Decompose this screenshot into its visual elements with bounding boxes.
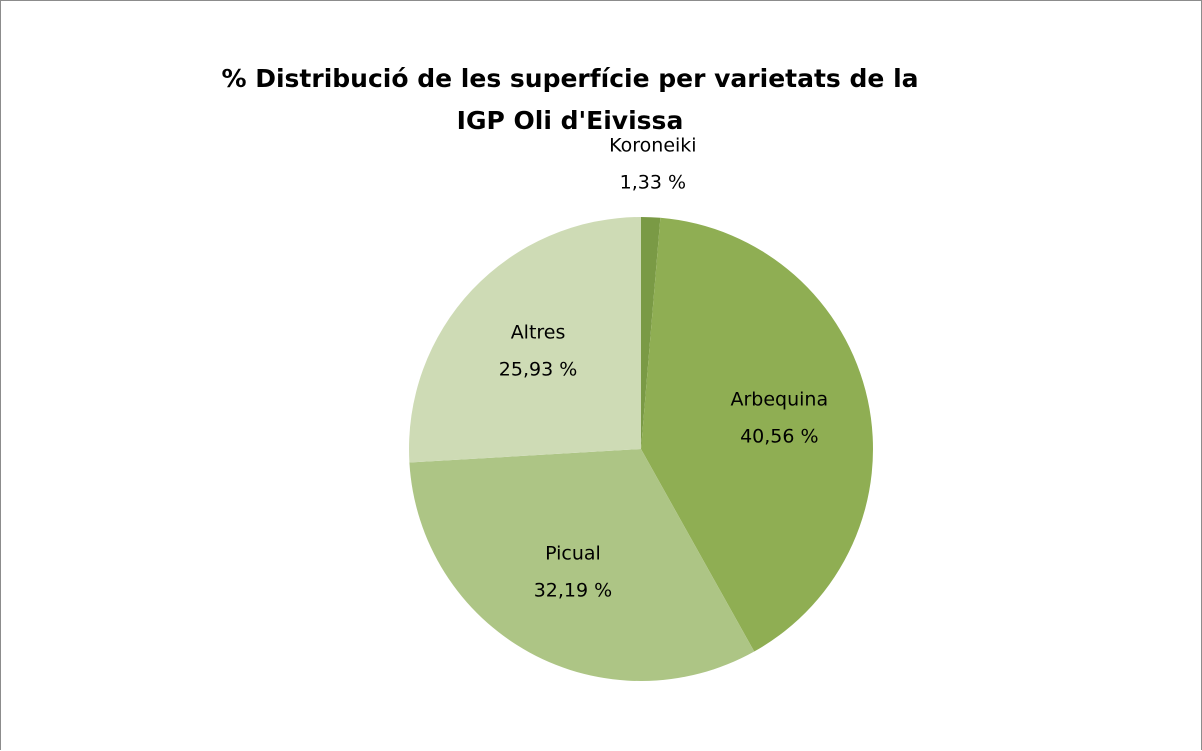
slice-label: Arbequina [730, 389, 828, 411]
slice-value-label: 32,19 % [534, 580, 613, 602]
pie-slice [409, 449, 755, 681]
slice-label: Altres [511, 321, 566, 343]
chart-title: % Distribució de les superfície per vari… [221, 64, 919, 135]
pie-slice [641, 217, 661, 449]
slice-label: Koroneiki [609, 135, 696, 157]
slice-value-label: 1,33 % [620, 172, 686, 194]
slice-value-label: 25,93 % [499, 358, 578, 380]
pie-slice [641, 217, 873, 652]
slice-label: Picual [545, 543, 601, 565]
pie-slice [409, 217, 641, 463]
slice-value-label: 40,56 % [740, 426, 819, 448]
